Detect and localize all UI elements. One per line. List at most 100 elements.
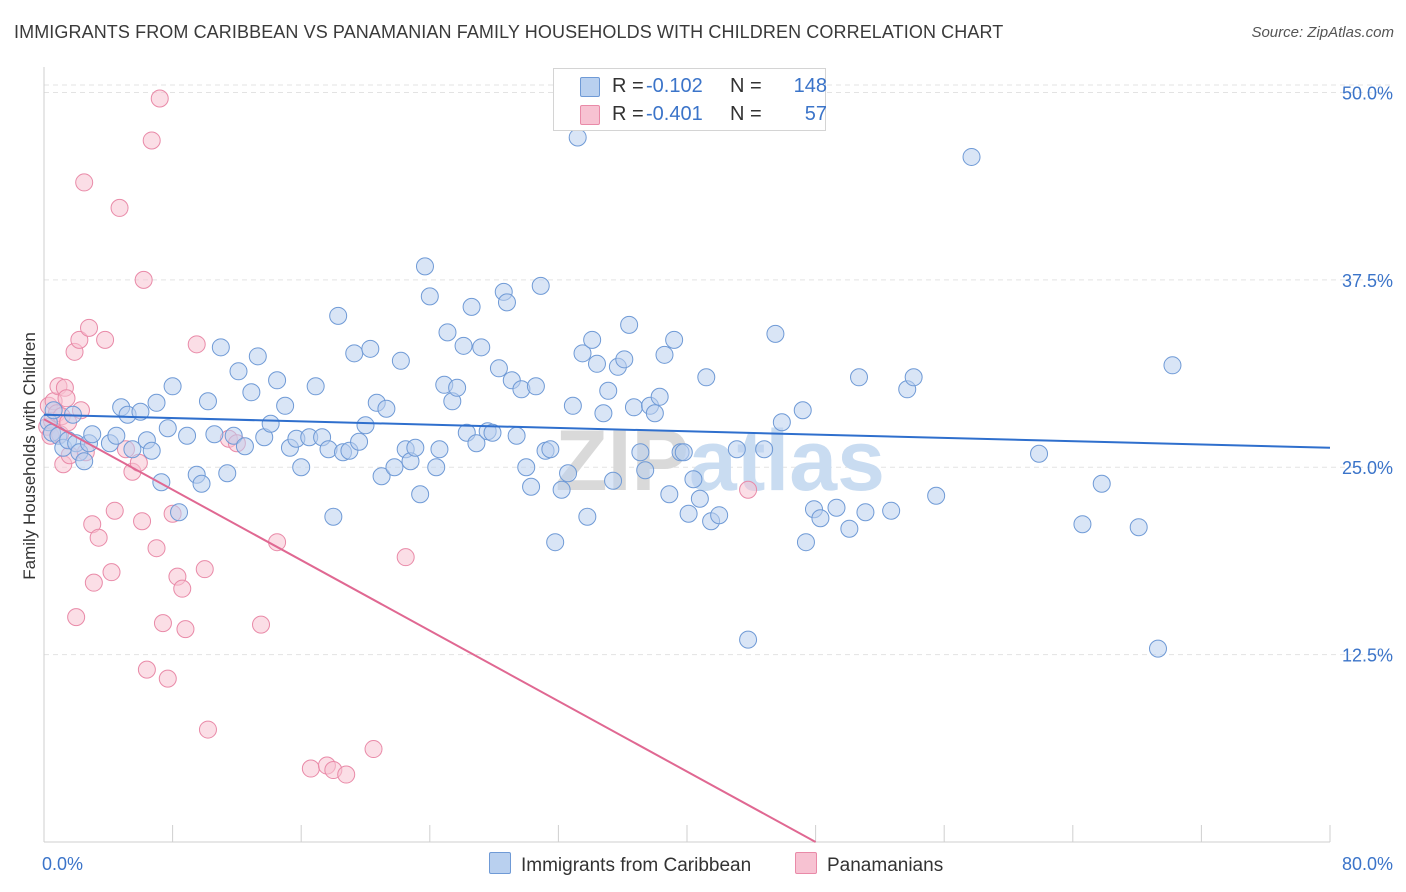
caribbean-point [107, 426, 126, 445]
caribbean-point [710, 506, 729, 525]
panamanian-point [268, 533, 287, 552]
caribbean-point [472, 338, 491, 357]
caribbean-point [624, 398, 643, 417]
y-tick-label: 50.0% [1342, 83, 1393, 103]
caribbean-point [489, 359, 508, 378]
watermark: ZIPatlas [555, 413, 885, 509]
caribbean-point [361, 339, 380, 358]
caribbean-point [427, 458, 446, 477]
caribbean-point [462, 297, 481, 316]
caribbean-point [83, 425, 102, 444]
caribbean-point [345, 344, 364, 363]
legend-r-label: R = [612, 103, 644, 125]
panamanian-point [80, 318, 99, 337]
caribbean-point [578, 507, 597, 526]
caribbean-point [684, 470, 703, 489]
panamanian-point [70, 330, 89, 349]
caribbean-point [350, 432, 369, 451]
caribbean-point [1030, 444, 1049, 463]
axes [43, 67, 1331, 843]
panamanian-point [142, 131, 161, 150]
caribbean-point [962, 147, 981, 166]
caribbean-point [372, 467, 391, 486]
caribbean-point [1073, 515, 1092, 534]
caribbean-point [594, 404, 613, 423]
caribbean-point [827, 498, 846, 517]
panamanian-point [187, 335, 206, 354]
panamanian-point [102, 563, 121, 582]
caribbean-point [766, 324, 785, 343]
panamanian-point [134, 270, 153, 289]
caribbean-point [131, 402, 150, 421]
caribbean-point [583, 330, 602, 349]
panamanian-point [105, 501, 124, 520]
caribbean-point [391, 351, 410, 370]
caribbean-point [377, 399, 396, 418]
caribbean-point [679, 504, 698, 523]
caribbean-point [507, 426, 526, 445]
legend-swatch-pink [795, 852, 817, 874]
caribbean-point [636, 461, 655, 480]
caribbean-point [292, 458, 311, 477]
caribbean-point [697, 368, 716, 387]
caribbean-point [420, 287, 439, 306]
caribbean-point [170, 503, 189, 522]
legend-r-value: -0.102 [646, 75, 703, 97]
caribbean-point [497, 293, 516, 312]
panamanian-point [84, 573, 103, 592]
x-tick-label: 0.0% [42, 854, 83, 874]
caribbean-point [690, 489, 709, 508]
caribbean-point [665, 330, 684, 349]
caribbean-point [772, 413, 791, 432]
caribbean-point [205, 425, 224, 444]
caribbean-point [796, 533, 815, 552]
caribbean-point [568, 128, 587, 147]
caribbean-point [604, 471, 623, 490]
caribbean-point [229, 362, 248, 381]
caribbean-point [483, 423, 502, 442]
caribbean-point [224, 426, 243, 445]
caribbean-point [268, 371, 287, 390]
caribbean-point [467, 434, 486, 453]
caribbean-point [406, 438, 425, 457]
caribbean-point [850, 368, 869, 387]
panamanian-point [110, 198, 129, 217]
caribbean-point [306, 377, 325, 396]
panamanian-point [75, 173, 94, 192]
panamanian-point [173, 579, 192, 598]
caribbean-point [655, 345, 674, 364]
caribbean-point [541, 440, 560, 459]
caribbean-point [620, 315, 639, 334]
caribbean-point [163, 377, 182, 396]
caribbean-point [1163, 356, 1182, 375]
caribbean-point [242, 383, 261, 402]
series-legend-panamanians: Panamanians [795, 852, 943, 877]
panamanian-point [195, 560, 214, 579]
y-tick-label: 37.5% [1342, 271, 1393, 291]
caribbean-point [599, 381, 618, 400]
caribbean-point [573, 344, 592, 363]
series-legend-caribbean: Immigrants from Caribbean [489, 852, 751, 877]
series-label: Panamanians [827, 855, 944, 876]
legend-n-value: 148 [793, 75, 827, 97]
panamanian-point [176, 620, 195, 639]
panamanian-point [252, 615, 271, 634]
panamanian-point [150, 89, 169, 108]
panamanian-point [739, 480, 758, 499]
caribbean-point [615, 350, 634, 369]
panamanian-point [89, 528, 108, 547]
caribbean-point [1129, 518, 1148, 537]
panamanian-point [198, 720, 217, 739]
caribbean-point [811, 509, 830, 528]
legend-n-label: N = [730, 103, 762, 125]
caribbean-point [755, 440, 774, 459]
legend-r-value: -0.401 [646, 103, 703, 125]
caribbean-point [1092, 474, 1111, 493]
caribbean-point [276, 396, 295, 415]
panamanian-point [147, 539, 166, 558]
caribbean-point [1148, 639, 1167, 658]
caribbean-point [319, 440, 338, 459]
caribbean-point [147, 393, 166, 412]
caribbean-point [248, 347, 267, 366]
